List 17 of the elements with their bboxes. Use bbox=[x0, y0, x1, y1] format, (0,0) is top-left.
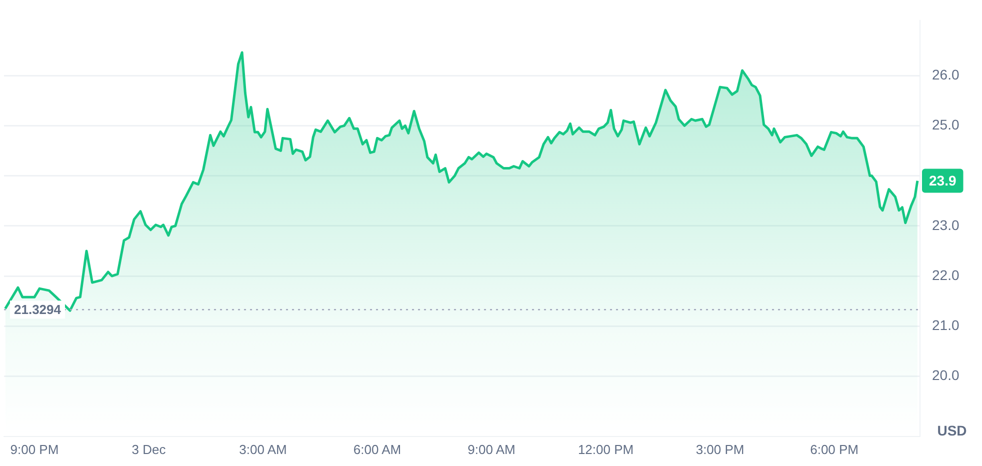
x-tick-label: 9:00 AM bbox=[468, 442, 516, 457]
x-tick-label: 3:00 PM bbox=[696, 442, 744, 457]
x-tick-label: 3:00 AM bbox=[239, 442, 287, 457]
x-tick-label: 6:00 AM bbox=[353, 442, 402, 457]
y-tick-label: 26.0 bbox=[932, 66, 960, 82]
annotation: 23.9 bbox=[929, 172, 956, 189]
x-tick-label: 9:00 PM bbox=[10, 442, 59, 457]
x-tick-label: 12:00 PM bbox=[578, 442, 634, 457]
x-tick-label: 6:00 PM bbox=[810, 442, 859, 457]
y-axis-title: USD bbox=[937, 422, 967, 438]
y-tick-label: 22.0 bbox=[932, 266, 960, 283]
ref-line-label: 21.3294 bbox=[14, 302, 62, 318]
x-tick-label: 3 Dec bbox=[132, 442, 166, 457]
y-tick-label: 20.0 bbox=[932, 367, 960, 384]
y-tick-label: 23.0 bbox=[932, 216, 960, 233]
y-tick-label: 21.0 bbox=[932, 316, 960, 333]
y-tick-label: 25.0 bbox=[932, 116, 960, 133]
